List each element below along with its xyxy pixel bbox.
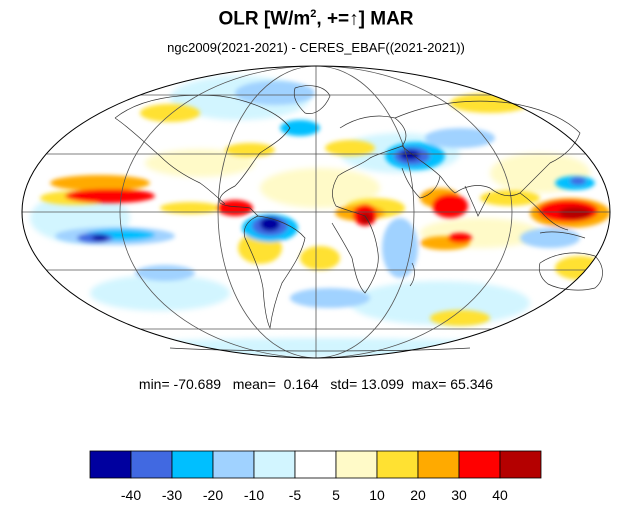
anomaly-blob: [450, 93, 530, 113]
plot-subtitle: ngc2009(2021-2021) - CERES_EBAF((2021-20…: [167, 40, 465, 55]
colorbar-swatch: [253, 450, 296, 479]
colorbar-swatch: [458, 450, 501, 479]
anomaly-blob: [65, 189, 155, 203]
colorbar-tick-label: 30: [451, 487, 467, 503]
colorbar-swatch: [417, 450, 460, 479]
anomaly-blob: [432, 194, 468, 218]
colorbar-swatch: [499, 450, 542, 479]
anomaly-blob: [382, 218, 418, 278]
anomaly-blob: [260, 168, 380, 208]
anomaly-blob: [100, 338, 540, 358]
colorbar-tick-label: -40: [121, 487, 141, 503]
anomaly-blob: [135, 265, 195, 281]
colorbar-boxes: [89, 450, 542, 479]
anomaly-blob: [160, 202, 220, 214]
title-text: OLR [W/m: [218, 8, 311, 30]
anomaly-blob: [430, 310, 490, 326]
colorbar-tick-label: -20: [203, 487, 223, 503]
anomaly-blob: [225, 143, 275, 157]
anomaly-blob: [92, 235, 108, 241]
anomaly-blob: [300, 246, 340, 270]
colorbar-tick-label: -10: [244, 487, 264, 503]
stat-min-value: -70.689: [173, 376, 222, 392]
statistics-line: min= -70.689 mean= 0.164 std= 13.099 max…: [0, 376, 632, 392]
anomaly-blob: [325, 140, 375, 156]
colorbar-tick-label: -30: [162, 487, 182, 503]
colorbar-swatch: [89, 450, 132, 479]
anomaly-blob: [235, 81, 315, 105]
colorbar-swatch: [171, 450, 214, 479]
anomaly-blob: [260, 217, 280, 231]
colorbar-tick-label: 5: [332, 487, 340, 503]
colorbar-labels: -40 -30 -20 -10 -5 5 10 20 30 40: [121, 487, 508, 503]
colorbar-swatch: [335, 450, 378, 479]
stat-mean-value: 0.164: [283, 376, 319, 392]
anomaly-blob: [520, 228, 580, 248]
anomaly-blob: [448, 233, 472, 243]
anomaly-field: [30, 76, 610, 358]
title-suffix: , +=↑] MAR: [316, 8, 414, 30]
colorbar-swatch: [294, 450, 337, 479]
plot-title: OLR [W/m2, +=↑] MAR: [0, 8, 632, 30]
colorbar-swatch: [212, 450, 255, 479]
anomaly-blob: [140, 104, 200, 122]
anomaly-blob: [570, 177, 586, 185]
anomaly-blob: [90, 275, 230, 311]
anomaly-blob: [145, 149, 255, 177]
colorbar-swatch: [376, 450, 419, 479]
stat-min-label: min=: [138, 376, 170, 392]
anomaly-blob: [280, 120, 320, 136]
stat-max-label: max=: [411, 376, 447, 392]
anomaly-blob: [217, 200, 253, 216]
anomaly-blob: [50, 175, 150, 191]
globe-outline: [21, 65, 611, 359]
stat-std-label: std=: [330, 376, 358, 392]
stat-mean-label: mean=: [232, 376, 276, 392]
colorbar-tick-label: 40: [492, 487, 508, 503]
anomaly-blob: [290, 288, 370, 308]
anomaly-blob: [400, 150, 420, 160]
anomaly-blob: [559, 207, 591, 219]
title-superscript: 2: [310, 8, 317, 20]
colorbar-tick-label: -5: [289, 487, 302, 503]
colorbar-tick-label: 20: [410, 487, 426, 503]
world-map: [21, 65, 611, 359]
colorbar: -40 -30 -20 -10 -5 5 10 20 30 40: [89, 450, 542, 503]
coastlines: [114, 85, 603, 352]
stat-max-value: 65.346: [450, 376, 494, 392]
stat-std-value: 13.099: [361, 376, 404, 392]
anomaly-blob: [425, 128, 495, 148]
colorbar-tick-label: 10: [369, 487, 385, 503]
colorbar-swatch: [130, 450, 173, 479]
anomaly-blob: [480, 190, 540, 206]
